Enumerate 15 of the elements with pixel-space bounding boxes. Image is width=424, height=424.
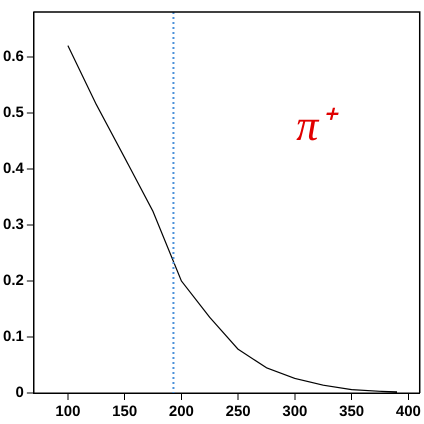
- y-tick-label: 0.6: [2, 48, 24, 65]
- annotation: π⁺: [296, 101, 340, 150]
- x-tick-label: 350: [339, 403, 364, 420]
- y-tick-label: 0: [16, 384, 24, 402]
- y-tick-label: 0.1: [2, 328, 24, 346]
- x-tick-label: 400: [396, 403, 421, 420]
- x-tick-label: 100: [55, 403, 80, 420]
- y-tick-label: 0.5: [2, 104, 24, 121]
- y-tick-label: 0.3: [2, 216, 24, 234]
- x-tick-label: 300: [282, 403, 308, 420]
- y-tick-label: 0.4: [2, 160, 24, 178]
- x-tick-label: 200: [168, 403, 194, 420]
- y-tick-label: 0.2: [2, 272, 24, 290]
- x-tick-label: 150: [112, 403, 138, 420]
- x-tick-label: 250: [226, 403, 251, 420]
